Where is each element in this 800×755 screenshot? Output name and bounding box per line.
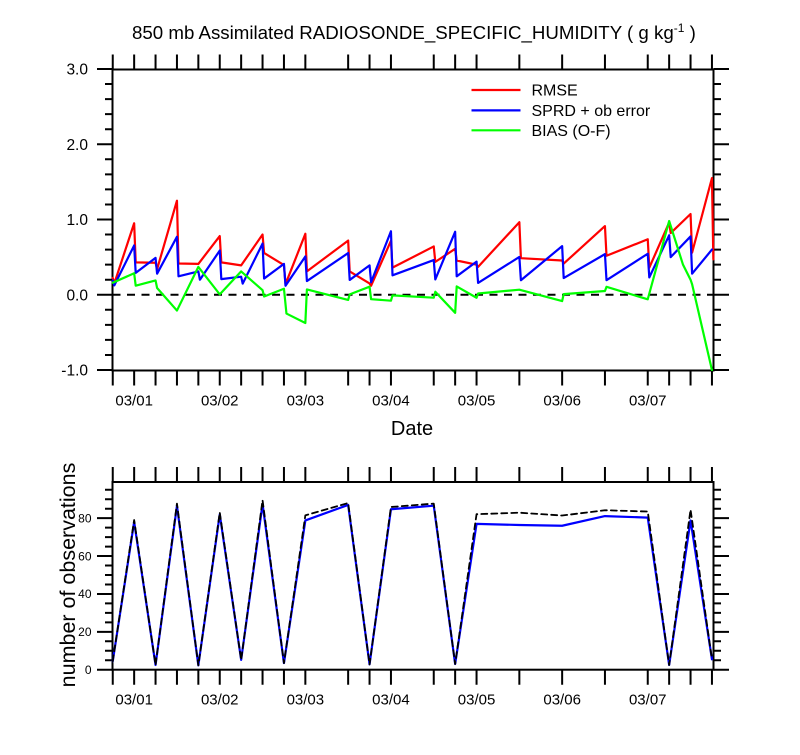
- svg-text:03/05: 03/05: [458, 393, 496, 410]
- svg-text:03/02: 03/02: [201, 692, 239, 709]
- svg-text:03/03: 03/03: [287, 692, 325, 709]
- svg-text:BIAS (O-F): BIAS (O-F): [532, 123, 611, 140]
- svg-text:2.0: 2.0: [66, 137, 88, 154]
- svg-text:number of observations: number of observations: [56, 463, 80, 688]
- svg-text:RMSE: RMSE: [532, 83, 578, 100]
- svg-text:Date: Date: [391, 418, 433, 440]
- svg-text:60: 60: [78, 549, 92, 563]
- svg-text:03/05: 03/05: [458, 692, 496, 709]
- svg-text:80: 80: [78, 511, 92, 525]
- svg-text:03/06: 03/06: [543, 393, 581, 410]
- svg-text:03/04: 03/04: [372, 692, 410, 709]
- svg-text:03/01: 03/01: [115, 393, 153, 410]
- svg-text:-1.0: -1.0: [61, 363, 88, 380]
- svg-text:03/02: 03/02: [201, 393, 239, 410]
- svg-text:03/07: 03/07: [629, 393, 667, 410]
- svg-text:03/03: 03/03: [287, 393, 325, 410]
- svg-text:20: 20: [78, 625, 92, 639]
- svg-text:40: 40: [78, 587, 92, 601]
- svg-text:0.0: 0.0: [66, 287, 88, 304]
- svg-text:03/07: 03/07: [629, 692, 667, 709]
- svg-text:03/06: 03/06: [543, 692, 581, 709]
- svg-text:1.0: 1.0: [66, 212, 88, 229]
- svg-text:3.0: 3.0: [66, 62, 88, 79]
- svg-text:03/04: 03/04: [372, 393, 410, 410]
- svg-text:SPRD + ob error: SPRD + ob error: [532, 103, 651, 120]
- svg-text:03/01: 03/01: [115, 692, 153, 709]
- svg-text:0: 0: [85, 663, 92, 677]
- svg-text:850 mb Assimilated RADIOSONDE_: 850 mb Assimilated RADIOSONDE_SPECIFIC_H…: [132, 21, 696, 44]
